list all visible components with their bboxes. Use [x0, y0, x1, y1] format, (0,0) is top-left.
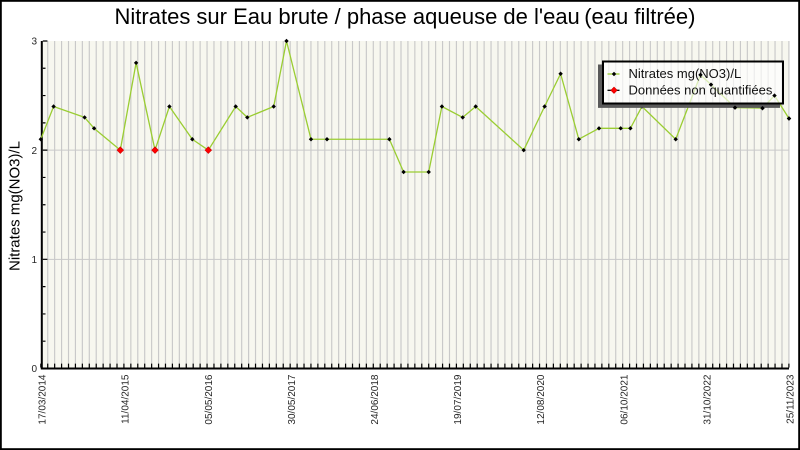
svg-text:25/11/2023: 25/11/2023 — [786, 374, 797, 424]
svg-text:1: 1 — [31, 255, 37, 266]
svg-text:30/05/2017: 30/05/2017 — [287, 374, 298, 424]
svg-text:Nitrates mg(NO3)/L: Nitrates mg(NO3)/L — [629, 66, 742, 81]
svg-text:0: 0 — [31, 364, 37, 375]
svg-text:31/10/2022: 31/10/2022 — [702, 374, 713, 424]
svg-text:12/08/2020: 12/08/2020 — [536, 374, 547, 424]
svg-text:19/07/2019: 19/07/2019 — [453, 374, 464, 424]
svg-text:Données non quantifiées: Données non quantifiées — [629, 82, 773, 97]
svg-text:Nitrates sur Eau brute / phase: Nitrates sur Eau brute / phase aqueuse d… — [115, 4, 696, 29]
svg-text:Nitrates mg(NO3)/L: Nitrates mg(NO3)/L — [7, 141, 24, 271]
svg-text:06/10/2021: 06/10/2021 — [619, 374, 630, 424]
svg-text:17/03/2014: 17/03/2014 — [38, 374, 49, 424]
svg-text:2: 2 — [31, 146, 37, 157]
svg-text:05/05/2016: 05/05/2016 — [204, 374, 215, 424]
svg-text:11/04/2015: 11/04/2015 — [121, 374, 132, 424]
svg-text:3: 3 — [31, 37, 37, 48]
svg-text:24/06/2018: 24/06/2018 — [370, 374, 381, 424]
